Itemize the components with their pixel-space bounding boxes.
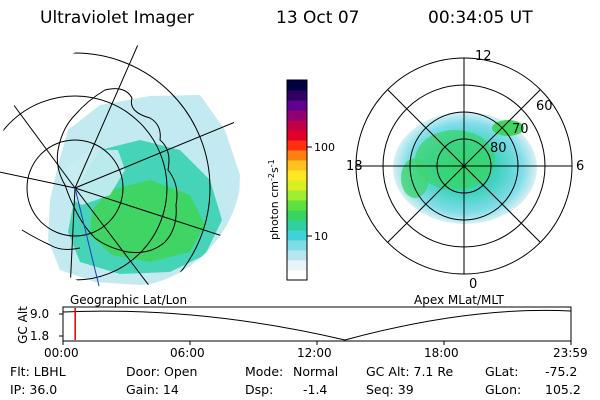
orbit-timeline	[59, 306, 572, 345]
colorbar-cell	[287, 220, 307, 231]
colorbar-cell	[287, 130, 307, 141]
colorbar-tick-10: 10	[314, 230, 328, 243]
mode-value: Normal	[293, 364, 339, 379]
colorbar-cell	[287, 100, 307, 111]
mode-label: Mode:	[245, 364, 284, 379]
observation-date: 13 Oct 07	[276, 8, 360, 28]
mlat-label-70: 70	[512, 122, 529, 137]
colorbar-cell	[287, 80, 307, 91]
right-panel-label: Apex MLat/MLT	[414, 293, 504, 307]
colorbar-cell	[287, 170, 307, 181]
sequence-status: Seq: 39	[366, 382, 414, 397]
mlt-label-12: 12	[475, 49, 492, 64]
mlat-label-80: 80	[490, 141, 507, 156]
glat-value: -75.2	[545, 364, 578, 379]
colorbar-cell	[287, 230, 307, 241]
colorbar-cell	[287, 150, 307, 161]
glon-value: 105.2	[545, 382, 581, 397]
colorbar-cell	[287, 200, 307, 211]
colorbar-cell	[287, 90, 307, 101]
filter-status: Flt: LBHL	[10, 364, 66, 379]
colorbar-cell	[287, 210, 307, 221]
timeline-ymin: 1.8	[30, 329, 50, 343]
colorbar-tick-100: 100	[314, 141, 335, 154]
timeline-ymax: 9.0	[30, 307, 50, 321]
gc-alt-status: GC Alt: 7.1 Re	[366, 364, 454, 379]
colorbar-cell	[287, 160, 307, 171]
timeline-tick-1: 06:00	[170, 346, 205, 360]
timeline-tick-0: 00:00	[44, 346, 79, 360]
timeline-axis-label: GC Alt	[15, 306, 30, 344]
magnetic-polar-map: 12 18 6 0 60 70 80	[346, 49, 584, 292]
colorbar-cell	[287, 120, 307, 131]
observation-time: 00:34:05 UT	[428, 8, 533, 28]
colorbar-cell	[287, 240, 307, 251]
colorbar-cell	[287, 250, 307, 261]
timeline-tick-3: 18:00	[424, 346, 459, 360]
glat-label: GLat:	[485, 364, 519, 379]
gain-status: Gain: 14	[126, 382, 179, 397]
timeline-tick-2: 12:00	[297, 346, 332, 360]
geographic-map	[0, 44, 242, 288]
colorbar-cell	[287, 270, 307, 281]
timeline-tick-4: 23:59	[553, 346, 588, 360]
colorbar-cell	[287, 140, 307, 151]
colorbar-cell	[287, 180, 307, 191]
mlt-label-0: 0	[469, 277, 477, 292]
dsp-label: Dsp:	[245, 382, 274, 397]
door-status: Door: Open	[126, 364, 198, 379]
colorbar: 100 10 photon cm-2s-1	[267, 79, 335, 281]
left-panel-label: Geographic Lat/Lon	[70, 293, 188, 307]
colorbar-cell	[287, 260, 307, 271]
colorbar-cell	[287, 190, 307, 201]
colorbar-cell	[287, 110, 307, 121]
colorbar-unit-label: photon cm-2s-1	[267, 159, 281, 240]
glon-label: GLon:	[485, 382, 522, 397]
dsp-value: -1.4	[303, 382, 328, 397]
mlat-label-60: 60	[536, 99, 553, 114]
mlt-label-18: 18	[346, 159, 363, 174]
mlt-label-6: 6	[576, 159, 584, 174]
instrument-title: Ultraviolet Imager	[40, 8, 194, 28]
ip-status: IP: 36.0	[10, 382, 58, 397]
